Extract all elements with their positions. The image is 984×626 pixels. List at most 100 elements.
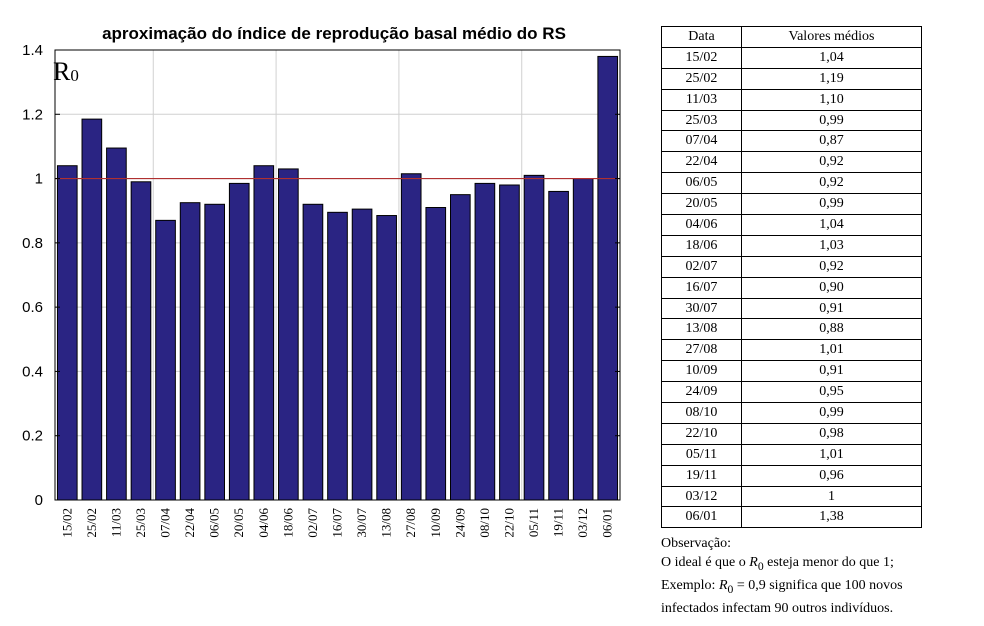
y-tick-label: 0.4 [22,363,43,380]
bar [376,215,397,501]
cell-date: 25/02 [661,67,742,90]
cell-value: 0,98 [741,422,922,445]
table-row: 25/02 1,19 [661,67,922,90]
cell-date: 16/07 [661,276,742,299]
values-table: Data Valores médios 15/02 1,04 25/02 1,19 11… [661,26,922,529]
table-row: 15/02 1,04 [661,46,922,69]
x-tick-label: 11/03 [108,508,123,537]
cell-date: 20/05 [661,193,742,216]
x-tick-label: 25/03 [133,508,148,538]
cell-value: 1,38 [741,506,922,529]
bar [474,182,496,501]
table-row: 24/09 0,95 [661,381,922,404]
cell-value: 1,01 [741,443,922,466]
x-tick-label: 20/05 [231,508,246,538]
cell-date: 11/03 [661,88,742,111]
notes-heading: Observação: [661,536,731,551]
cell-value: 0,92 [741,255,922,278]
cell-date: 04/06 [661,214,742,236]
x-tick-label: 13/08 [379,508,394,538]
bar [204,203,225,501]
notes-line-1-sub: 0 [757,559,764,573]
x-tick-label: 27/08 [403,508,418,538]
cell-value: 0,87 [741,130,922,153]
notes-line-1-post: esteja menor do que 1; [763,555,894,570]
bar [155,219,176,501]
notes-line-2-sub: 0 [727,582,734,596]
cell-value: 0,92 [741,151,922,174]
table-row: 16/07 0,90 [661,276,922,299]
table-row: 25/03 0,99 [661,109,922,132]
bar [179,202,201,501]
cell-value: 1,04 [741,46,922,69]
x-tick-label: 22/10 [501,508,516,538]
notes: Observação: O ideal é que o R0 esteja me… [661,534,903,618]
r0-label-sub: 0 [70,66,79,85]
y-tick-label: 0.2 [22,428,43,445]
x-tick-label: 24/09 [452,508,467,538]
table-row: 06/01 1,38 [661,506,922,529]
x-tick-label: 22/04 [182,508,197,538]
cell-date: 13/08 [661,318,742,341]
cell-date: 03/12 [661,485,742,508]
y-tick-label: 0.6 [22,299,43,316]
x-tick-label: 05/11 [526,508,541,537]
cell-value: 0,96 [741,464,922,487]
bar [130,181,152,501]
table-row: 10/09 0,91 [661,360,922,383]
y-tick-label: 1.4 [22,42,43,59]
notes-line-1-var: R [749,555,758,570]
cell-value: 1,01 [741,339,922,362]
values-table-container: Data Valores médios 15/02 1,04 25/02 1,19 11… [661,26,922,529]
table-row: 04/06 1,04 [661,214,922,236]
bar [548,190,569,501]
x-tick-label: 16/07 [330,508,345,538]
cell-value: 1,03 [741,234,922,257]
notes-line-2: Exemplo: R0 = 0,9 significa que 100 novo… [661,576,903,599]
cell-date: 10/09 [661,360,742,383]
bar [597,55,619,501]
cell-value: 1,10 [741,88,922,111]
y-tick-label: 0 [35,492,43,509]
r0-label-main: R [53,57,71,86]
cell-value: 0,99 [741,193,922,216]
cell-value: 1 [741,485,922,508]
cell-value: 0,90 [741,276,922,299]
cell-date: 07/04 [661,130,742,153]
chart-title: aproximação do índice de reprodução basa… [102,24,566,43]
table-row: 30/07 0,91 [661,297,922,320]
table-row: 11/03 1,10 [661,88,922,111]
bar [81,118,103,501]
bar [106,147,127,501]
y-tick-label: 1 [35,171,43,188]
cell-value: 0,92 [741,172,922,195]
cell-date: 08/10 [661,402,742,424]
bar [400,173,422,501]
cell-date: 24/09 [661,381,742,404]
x-tick-label: 04/06 [256,508,271,538]
bar [327,211,348,501]
cell-value: 0,91 [741,297,922,320]
table-row: 27/08 1,01 [661,339,922,362]
x-tick-label: 08/10 [477,508,492,538]
x-tick-label: 06/05 [207,508,222,538]
cell-date: 15/02 [661,46,742,69]
table-row: 03/12 1 [661,485,922,508]
x-tick-label: 18/06 [280,508,295,538]
cell-date: 18/06 [661,234,742,257]
cell-date: 05/11 [661,443,742,466]
notes-line-1: O ideal é que o R0 esteja menor do que 1… [661,553,903,576]
bar [351,208,373,501]
bar [302,203,324,501]
table-row: 20/05 0,99 [661,193,922,216]
cell-date: 30/07 [661,297,742,320]
bar [56,165,78,501]
x-tick-label: 10/09 [428,508,443,538]
x-tick-label: 06/01 [600,508,615,538]
cell-date: 22/04 [661,151,742,174]
bar [450,194,471,501]
y-tick-label: 1.2 [22,106,43,123]
bar-chart: aproximação do índice de reprodução basa… [22,24,621,538]
notes-line-1-pre: O ideal é que o [661,555,750,570]
bar [278,168,299,501]
